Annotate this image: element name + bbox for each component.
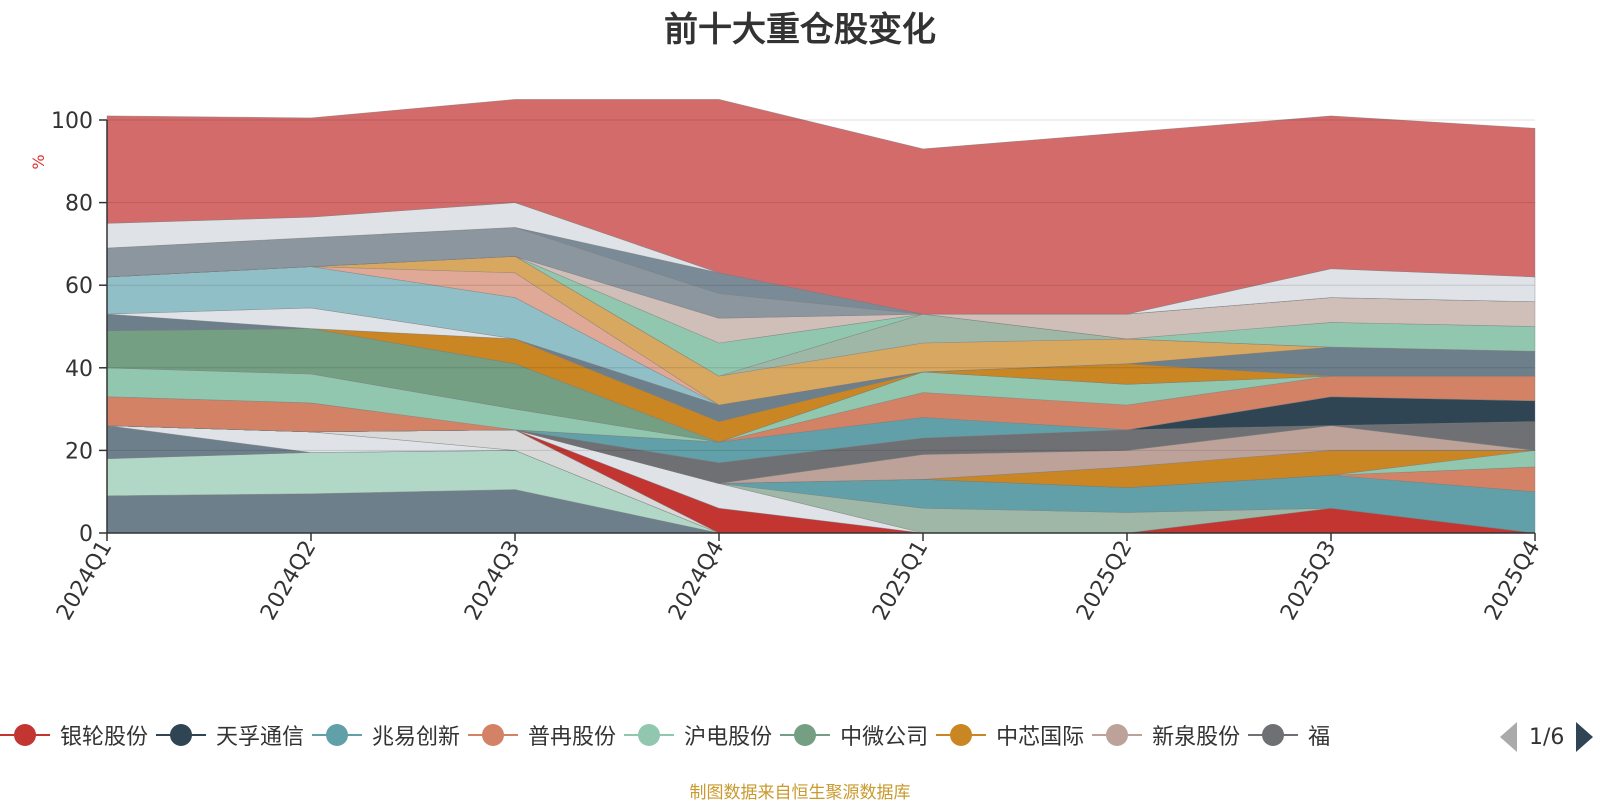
legend-label: 中微公司 xyxy=(840,725,929,750)
y-tick-label: 20 xyxy=(65,439,93,464)
legend-marker-icon xyxy=(156,723,207,747)
next-page-icon[interactable] xyxy=(1576,722,1594,752)
legend-item[interactable]: 福 xyxy=(1248,715,1330,755)
y-axis-label: % xyxy=(29,154,48,169)
x-tick-label: 2024Q2 xyxy=(256,537,321,625)
grid-lines xyxy=(107,119,1535,451)
legend: 银轮股份 天孚通信 兆易创新 普冉股份 沪电股份 中微公司 中芯国际 新泉股份 福 xyxy=(0,715,1485,755)
x-tick-label: 2024Q4 xyxy=(664,537,729,625)
area-series-group xyxy=(106,99,1536,534)
y-tick-label: 80 xyxy=(65,192,93,217)
y-tick-label: 100 xyxy=(51,109,93,134)
legend-item[interactable]: 中芯国际 xyxy=(936,715,1084,755)
x-tick-label: 2025Q1 xyxy=(868,537,933,625)
x-tick-label: 2024Q3 xyxy=(460,537,525,625)
legend-pager: 1/6 xyxy=(1500,719,1600,755)
x-tick-label: 2025Q3 xyxy=(1276,537,1341,625)
y-tick-label: 60 xyxy=(65,274,93,299)
legend-marker-icon xyxy=(468,723,519,747)
legend-item[interactable]: 新泉股份 xyxy=(1092,715,1240,755)
x-tick-label: 2025Q4 xyxy=(1480,537,1545,625)
legend-marker-icon xyxy=(624,723,675,747)
legend-item[interactable]: 沪电股份 xyxy=(624,715,772,755)
y-tick-label: 0 xyxy=(79,522,93,547)
x-tick-label: 2024Q1 xyxy=(52,537,117,625)
stacked-area-chart: 0 20 40 60 80 100 2024Q1 2024Q2 2024Q3 2024Q4 2025… xyxy=(29,99,1545,625)
legend-label: 普冉股份 xyxy=(528,725,617,750)
legend-label: 新泉股份 xyxy=(1152,725,1241,750)
area-series-31 xyxy=(106,99,1536,315)
legend-marker-icon xyxy=(1248,723,1299,747)
legend-item[interactable]: 普冉股份 xyxy=(468,715,616,755)
legend-label: 沪电股份 xyxy=(684,725,773,750)
legend-item[interactable]: 中微公司 xyxy=(780,715,928,755)
legend-label: 天孚通信 xyxy=(216,725,305,750)
prev-page-icon[interactable] xyxy=(1500,722,1517,752)
legend-item[interactable]: 天孚通信 xyxy=(156,715,304,755)
legend-marker-icon xyxy=(1092,723,1143,747)
legend-page-number: 1/6 xyxy=(1529,724,1565,750)
legend-label: 中芯国际 xyxy=(996,725,1085,750)
data-source-note: 制图数据来自恒生聚源数据库 xyxy=(689,783,911,803)
x-tick-label: 2025Q2 xyxy=(1072,537,1137,625)
legend-label: 福 xyxy=(1308,725,1331,750)
legend-item[interactable]: 银轮股份 xyxy=(0,715,148,755)
legend-marker-icon xyxy=(0,723,50,747)
legend-marker-icon xyxy=(312,723,363,747)
y-tick-label: 40 xyxy=(65,357,93,382)
legend-marker-icon xyxy=(780,723,831,747)
legend-marker-icon xyxy=(936,723,987,747)
legend-item[interactable]: 兆易创新 xyxy=(312,715,460,755)
chart-title: 前十大重仓股变化 xyxy=(664,10,936,50)
legend-label: 银轮股份 xyxy=(60,725,149,750)
legend-label: 兆易创新 xyxy=(372,725,461,750)
